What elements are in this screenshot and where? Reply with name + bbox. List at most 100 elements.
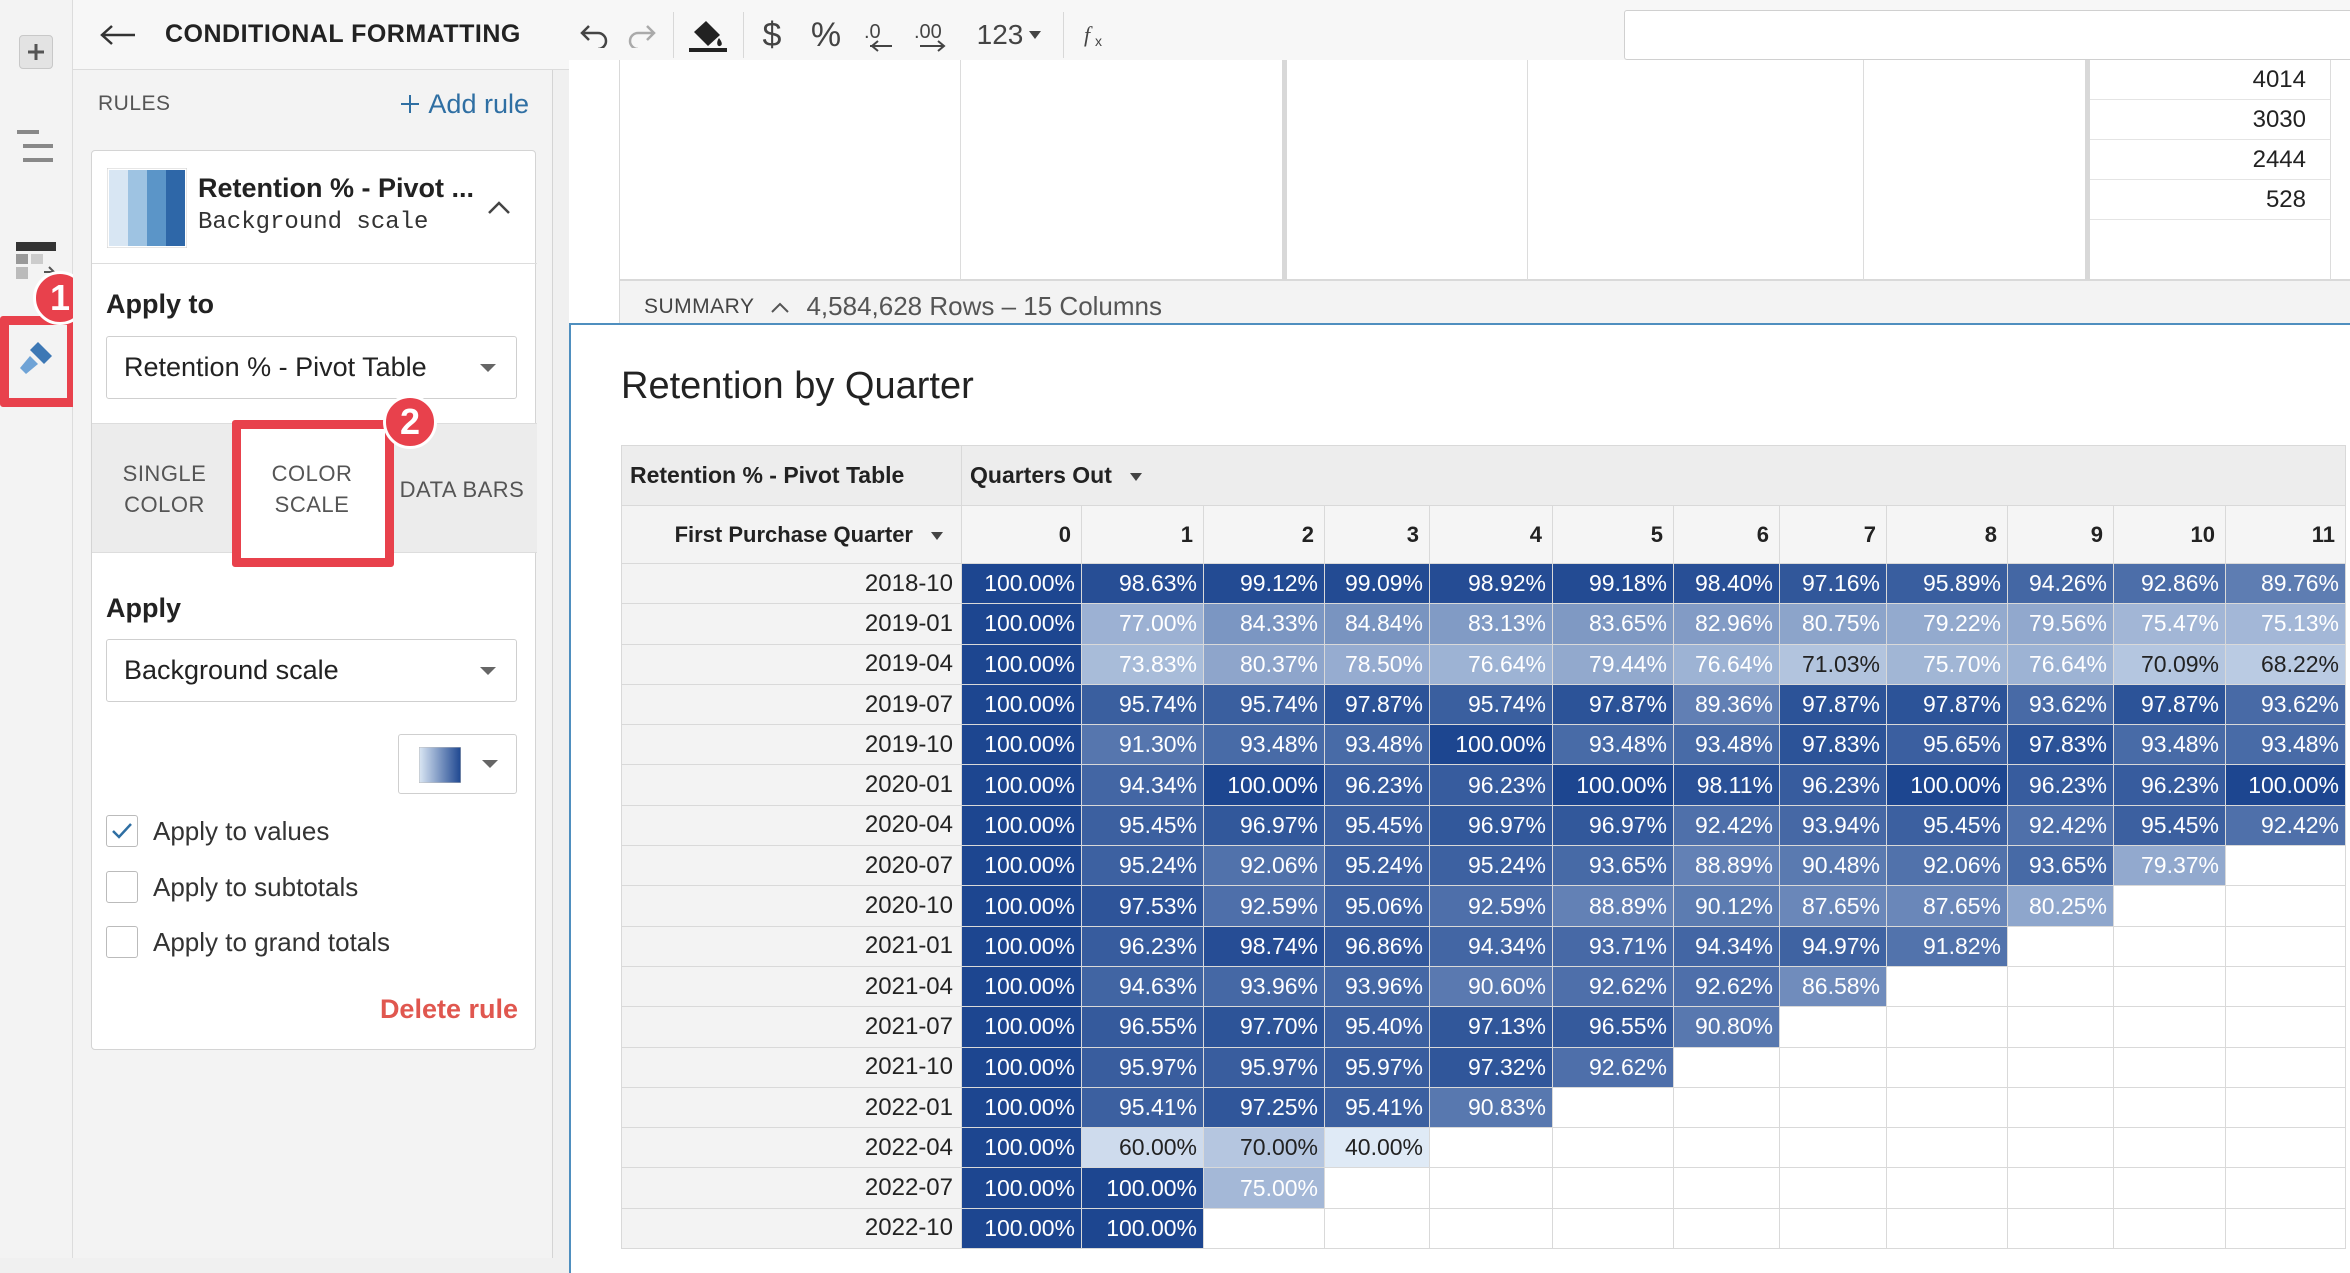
empty-cell[interactable] <box>2225 965 2346 1008</box>
empty-cell[interactable] <box>1886 965 2008 1008</box>
pivot-cell[interactable]: 92.62% <box>1673 965 1780 1008</box>
apply-to-values-check[interactable]: Apply to values <box>106 814 329 848</box>
empty-cell[interactable] <box>2225 1207 2346 1250</box>
pivot-cell[interactable]: 100.00% <box>1203 764 1325 806</box>
empty-cell[interactable] <box>1779 1006 1887 1048</box>
add-element-button[interactable] <box>12 28 60 76</box>
pivot-cell[interactable]: 97.83% <box>2007 724 2114 766</box>
empty-cell[interactable] <box>2225 925 2346 967</box>
pivot-cell[interactable]: 97.53% <box>1081 885 1204 927</box>
pivot-cell[interactable]: 100.00% <box>1429 724 1553 766</box>
pivot-cell[interactable]: 94.34% <box>1429 925 1553 967</box>
pivot-cell[interactable]: 92.42% <box>1673 804 1780 847</box>
column-header[interactable]: 6 <box>1673 505 1780 564</box>
pivot-cell[interactable]: 100.00% <box>1081 1167 1204 1209</box>
pivot-cell[interactable]: 100.00% <box>1081 1207 1204 1250</box>
empty-cell[interactable] <box>1673 1127 1780 1169</box>
pivot-cell[interactable]: 60.00% <box>1081 1127 1204 1169</box>
pivot-cell[interactable]: 97.87% <box>1552 683 1674 726</box>
pivot-cell[interactable]: 100.00% <box>961 603 1082 645</box>
pivot-cell[interactable]: 70.09% <box>2113 643 2226 685</box>
pivot-cell[interactable]: 95.74% <box>1203 683 1325 726</box>
pivot-cell[interactable]: 75.00% <box>1203 1167 1325 1209</box>
empty-cell[interactable] <box>1886 1046 2008 1088</box>
empty-cell[interactable] <box>2113 1207 2226 1250</box>
pivot-cell[interactable]: 92.62% <box>1552 965 1674 1008</box>
pivot-cell[interactable]: 94.97% <box>1779 925 1887 967</box>
pivot-cell[interactable]: 100.00% <box>961 562 1082 605</box>
pivot-cell[interactable]: 89.76% <box>2225 562 2346 605</box>
pivot-cell[interactable]: 96.55% <box>1552 1006 1674 1048</box>
pivot-cell[interactable]: 95.45% <box>2113 804 2226 847</box>
empty-cell[interactable] <box>2225 845 2346 887</box>
empty-cell[interactable] <box>2225 1006 2346 1048</box>
column-header[interactable]: 11 <box>2225 505 2346 564</box>
pivot-cell[interactable]: 100.00% <box>961 965 1082 1008</box>
pivot-cell[interactable]: 100.00% <box>961 1086 1082 1129</box>
add-rule-button[interactable]: Add rule <box>400 89 529 120</box>
pivot-cell[interactable]: 98.63% <box>1081 562 1204 605</box>
pivot-cell[interactable]: 75.13% <box>2225 603 2346 645</box>
undo-button[interactable] <box>573 14 615 56</box>
empty-cell[interactable] <box>1673 1167 1780 1209</box>
pivot-cell[interactable]: 76.64% <box>1429 643 1553 685</box>
empty-cell[interactable] <box>1673 1046 1780 1088</box>
fill-color-button[interactable] <box>683 14 733 56</box>
empty-cell[interactable] <box>1779 1207 1887 1250</box>
pivot-cell[interactable]: 97.32% <box>1429 1046 1553 1088</box>
pivot-cell[interactable]: 95.06% <box>1324 885 1430 927</box>
redo-button[interactable] <box>621 14 663 56</box>
pivot-cell[interactable]: 92.06% <box>1886 845 2008 887</box>
column-header[interactable]: 8 <box>1886 505 2008 564</box>
pivot-cell[interactable]: 95.40% <box>1324 1006 1430 1048</box>
empty-cell[interactable] <box>2113 1046 2226 1088</box>
pivot-cell[interactable]: 100.00% <box>961 724 1082 766</box>
pivot-cell[interactable]: 75.70% <box>1886 643 2008 685</box>
pivot-cell[interactable]: 80.37% <box>1203 643 1325 685</box>
pivot-cell[interactable]: 98.74% <box>1203 925 1325 967</box>
column-header[interactable]: 2 <box>1203 505 1325 564</box>
empty-cell[interactable] <box>1552 1167 1674 1209</box>
pivot-cell[interactable]: 97.25% <box>1203 1086 1325 1129</box>
empty-cell[interactable] <box>1779 1086 1887 1129</box>
pivot-cell[interactable]: 95.97% <box>1324 1046 1430 1088</box>
rule-header[interactable]: Retention % - Pivot ... Background scale <box>92 151 537 264</box>
pivot-cell[interactable]: 76.64% <box>2007 643 2114 685</box>
pivot-cell[interactable]: 97.13% <box>1429 1006 1553 1048</box>
color-scale-picker[interactable] <box>398 734 517 794</box>
pivot-cell[interactable]: 95.41% <box>1081 1086 1204 1129</box>
pivot-cell[interactable]: 100.00% <box>961 1006 1082 1048</box>
pivot-cell[interactable]: 98.11% <box>1673 764 1780 806</box>
back-button[interactable] <box>93 10 143 60</box>
pivot-cell[interactable]: 97.70% <box>1203 1006 1325 1048</box>
checkbox[interactable] <box>106 926 138 958</box>
pivot-cell[interactable]: 95.97% <box>1081 1046 1204 1088</box>
tab-color-scale[interactable]: COLOR SCALE <box>237 424 387 554</box>
empty-cell[interactable] <box>1552 1207 1674 1250</box>
pivot-cell[interactable]: 91.82% <box>1886 925 2008 967</box>
empty-cell[interactable] <box>2225 1127 2346 1169</box>
pivot-cell[interactable]: 78.50% <box>1324 643 1430 685</box>
pivot-cell[interactable]: 95.24% <box>1081 845 1204 887</box>
pivot-cell[interactable]: 93.48% <box>1203 724 1325 766</box>
empty-cell[interactable] <box>1886 1006 2008 1048</box>
pivot-cell[interactable]: 84.84% <box>1324 603 1430 645</box>
empty-cell[interactable] <box>2225 1167 2346 1209</box>
pivot-cell[interactable]: 100.00% <box>961 683 1082 726</box>
column-header[interactable]: 5 <box>1552 505 1674 564</box>
empty-cell[interactable] <box>1429 1167 1553 1209</box>
pivot-cell[interactable]: 79.37% <box>2113 845 2226 887</box>
pivot-cell[interactable]: 96.97% <box>1552 804 1674 847</box>
pivot-cell[interactable]: 95.45% <box>1324 804 1430 847</box>
pivot-cell[interactable]: 68.22% <box>2225 643 2346 685</box>
pivot-cell[interactable]: 88.89% <box>1673 845 1780 887</box>
pivot-cell[interactable]: 79.44% <box>1552 643 1674 685</box>
empty-cell[interactable] <box>2007 1207 2114 1250</box>
pivot-cell[interactable]: 100.00% <box>1886 764 2008 806</box>
pivot-cell[interactable]: 97.87% <box>1779 683 1887 726</box>
pivot-cell[interactable]: 95.45% <box>1886 804 2008 847</box>
pivot-cell[interactable]: 99.12% <box>1203 562 1325 605</box>
pivot-cell[interactable]: 96.97% <box>1203 804 1325 847</box>
chevron-up-icon[interactable] <box>770 300 790 314</box>
